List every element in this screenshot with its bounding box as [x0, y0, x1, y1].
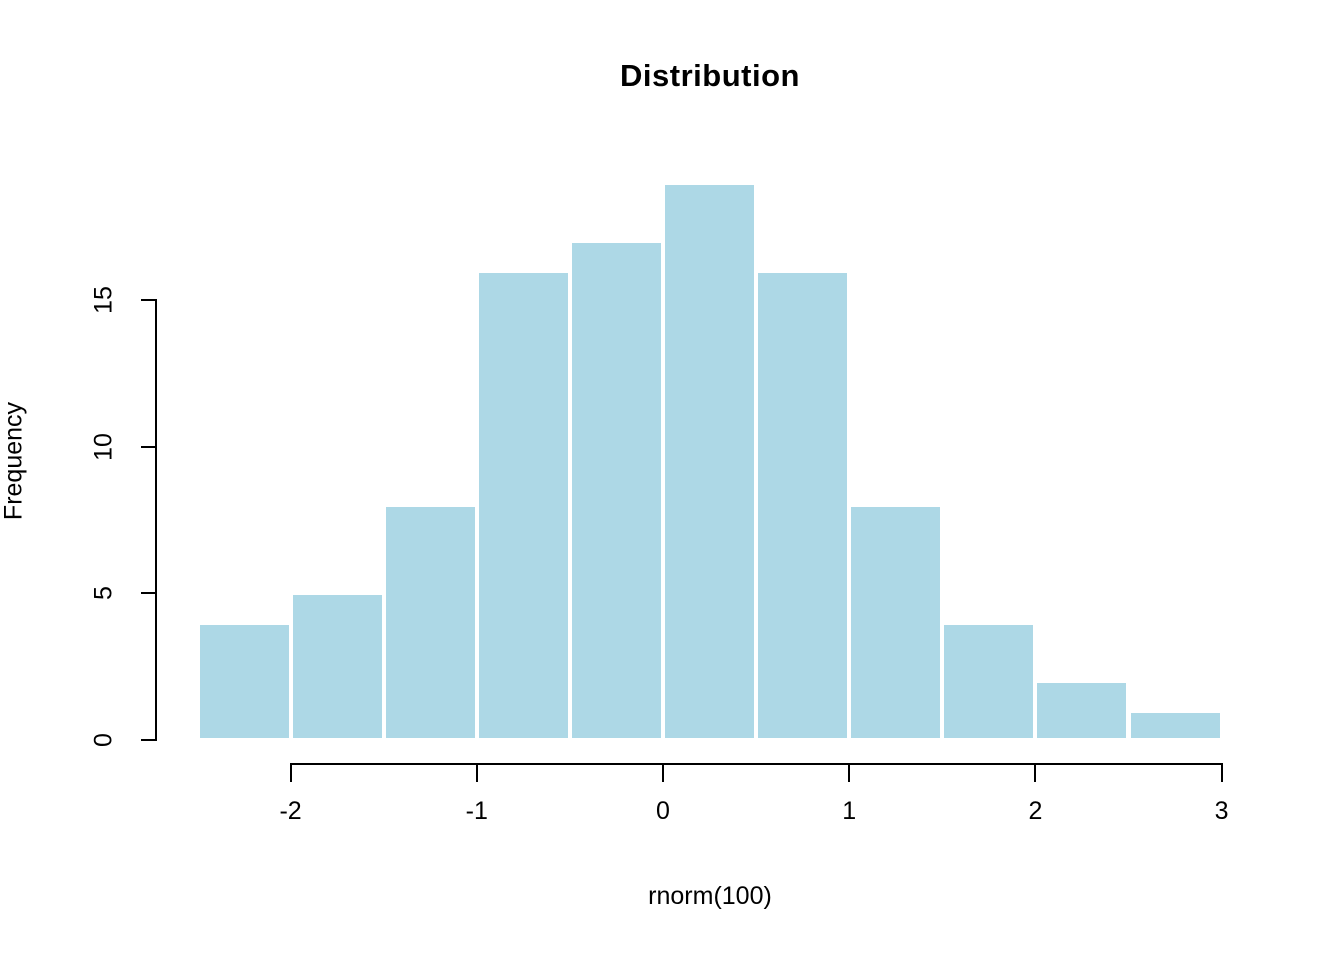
- y-axis-tick: [141, 739, 155, 741]
- y-tick-label: 5: [89, 586, 118, 601]
- chart-title: Distribution: [620, 58, 800, 93]
- x-tick-label: -2: [279, 797, 302, 825]
- x-axis-line: [289, 763, 1223, 765]
- histogram-bar: [942, 622, 1036, 740]
- x-axis-tick: [1220, 763, 1223, 782]
- x-tick-label: 0: [656, 797, 670, 825]
- y-axis-tick: [141, 299, 155, 302]
- histogram-bar: [476, 270, 570, 740]
- x-tick-label: 1: [842, 797, 857, 825]
- y-axis-tick: [141, 445, 155, 448]
- x-tick-label: 2: [1028, 797, 1043, 825]
- histogram-bar: [290, 593, 384, 740]
- x-axis-tick: [475, 763, 478, 782]
- y-tick-label: 10: [89, 432, 118, 461]
- histogram-bar: [1035, 681, 1129, 740]
- x-axis-tick: [848, 763, 851, 782]
- x-axis-label: rnorm(100): [648, 882, 772, 910]
- x-axis-tick: [289, 763, 292, 782]
- x-axis-tick: [662, 763, 664, 782]
- histogram-bar: [663, 182, 757, 740]
- histogram-bar: [569, 241, 663, 740]
- x-tick-label: -1: [465, 797, 488, 825]
- y-axis-line: [155, 299, 157, 741]
- x-tick-label: 3: [1214, 797, 1229, 825]
- y-tick-label: 15: [89, 286, 118, 314]
- y-axis-tick: [141, 592, 155, 595]
- histogram-bar: [197, 622, 291, 740]
- y-axis-label: Frequency: [0, 401, 28, 521]
- histogram-bar: [1128, 710, 1222, 740]
- x-axis-tick: [1034, 763, 1037, 782]
- y-tick-label: 0: [89, 733, 118, 747]
- histogram-bar: [849, 505, 943, 740]
- histogram-bar: [756, 270, 850, 740]
- histogram-bar: [383, 505, 477, 740]
